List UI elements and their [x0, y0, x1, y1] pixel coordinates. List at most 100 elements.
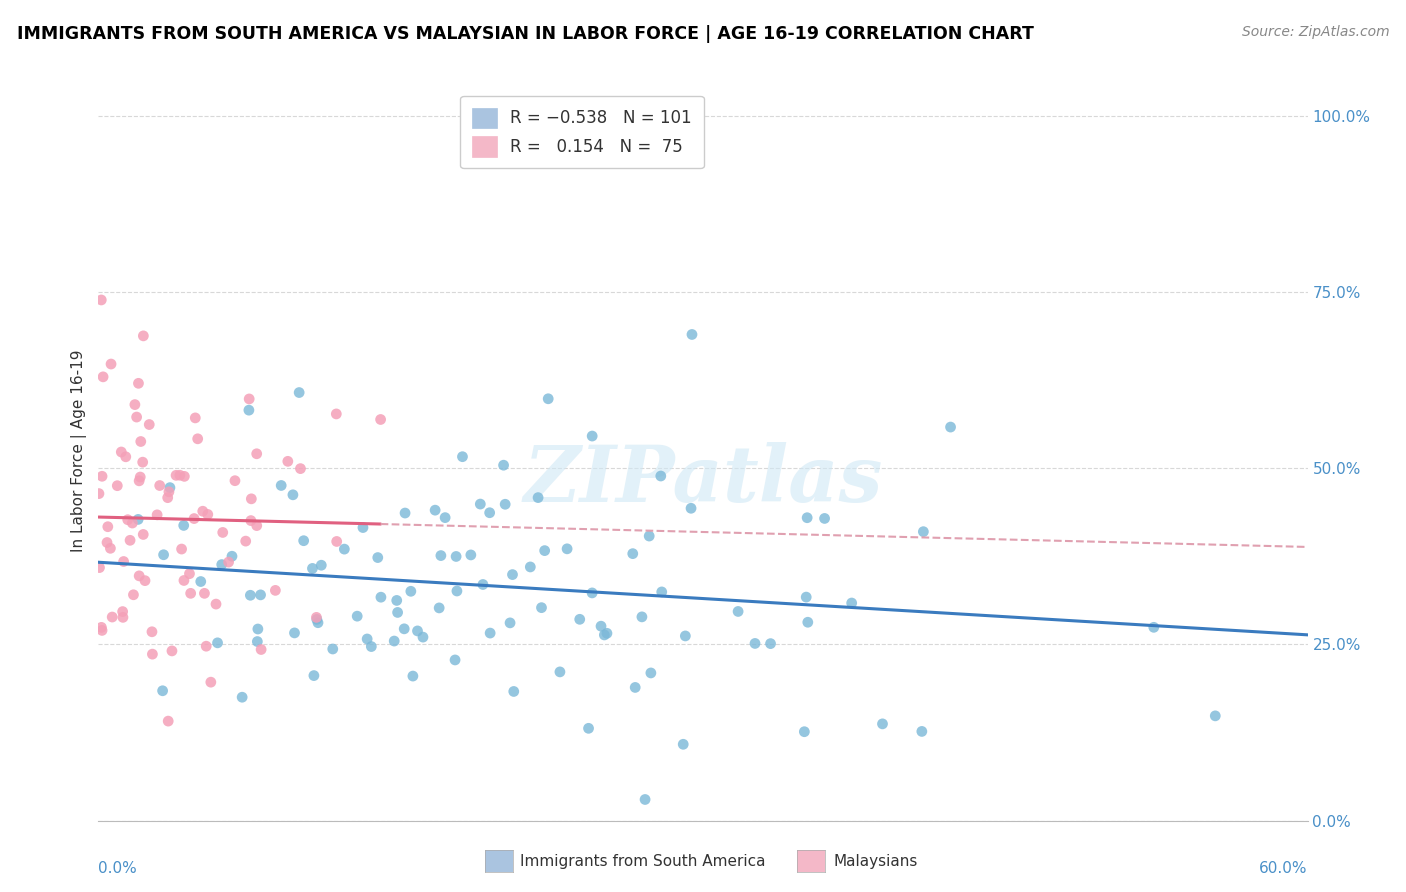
Point	[132, 329, 155, 343]
Point	[797, 615, 820, 630]
Point	[120, 533, 142, 548]
Point	[744, 636, 766, 650]
Point	[127, 512, 149, 526]
Point	[305, 612, 328, 626]
Point	[211, 558, 233, 572]
Point	[114, 450, 136, 464]
Text: Source: ZipAtlas.com: Source: ZipAtlas.com	[1241, 25, 1389, 39]
Point	[412, 630, 434, 644]
Point	[793, 724, 815, 739]
Point	[101, 610, 124, 624]
Point	[110, 445, 132, 459]
Point	[165, 468, 187, 483]
Point	[451, 450, 474, 464]
Point	[360, 640, 382, 654]
Point	[190, 574, 212, 589]
Point	[112, 554, 135, 568]
Point	[460, 548, 482, 562]
Point	[939, 420, 962, 434]
Point	[152, 683, 174, 698]
Point	[502, 567, 524, 582]
Point	[325, 407, 347, 421]
Point	[288, 385, 311, 400]
Point	[502, 684, 524, 698]
Point	[129, 470, 152, 484]
Point	[90, 620, 112, 634]
Point	[527, 491, 550, 505]
Point	[141, 624, 163, 639]
Point	[581, 586, 603, 600]
Point	[146, 508, 169, 522]
Point	[128, 474, 150, 488]
Point	[302, 668, 325, 682]
Point	[218, 555, 240, 569]
Point	[593, 628, 616, 642]
Point	[650, 469, 672, 483]
Point	[117, 513, 139, 527]
Point	[246, 518, 269, 533]
Point	[796, 510, 818, 524]
Point	[250, 642, 273, 657]
Point	[634, 792, 657, 806]
Point	[305, 610, 328, 624]
Point	[621, 547, 644, 561]
Point	[519, 560, 541, 574]
Point	[134, 574, 156, 588]
Point	[221, 549, 243, 564]
Point	[794, 590, 817, 604]
Point	[129, 434, 152, 449]
Point	[1204, 709, 1226, 723]
Point	[578, 722, 600, 736]
Point	[239, 514, 262, 528]
Point	[90, 293, 112, 307]
Point	[187, 432, 209, 446]
Point	[533, 543, 555, 558]
Point	[173, 469, 195, 483]
Y-axis label: In Labor Force | Age 16-19: In Labor Force | Age 16-19	[72, 349, 87, 552]
Point	[385, 593, 408, 607]
Point	[548, 665, 571, 679]
Point	[307, 615, 329, 630]
Point	[87, 486, 110, 500]
Point	[184, 411, 207, 425]
Point	[173, 518, 195, 533]
Point	[125, 410, 148, 425]
Point	[290, 461, 312, 475]
Point	[434, 510, 457, 524]
Point	[111, 605, 134, 619]
Point	[238, 403, 260, 417]
Point	[231, 690, 253, 705]
Point	[322, 642, 344, 657]
Point	[494, 497, 516, 511]
Point	[160, 644, 183, 658]
Point	[205, 597, 228, 611]
Point	[537, 392, 560, 406]
Point	[128, 569, 150, 583]
Point	[157, 484, 180, 499]
Point	[235, 534, 257, 549]
Point	[581, 429, 603, 443]
Point	[356, 632, 378, 646]
Point	[392, 622, 415, 636]
Point	[325, 534, 347, 549]
Point	[170, 542, 193, 557]
Point	[211, 525, 233, 540]
Point	[270, 478, 292, 492]
Point	[246, 622, 269, 636]
Point	[91, 469, 114, 483]
Point	[370, 412, 392, 426]
Point	[499, 615, 522, 630]
Point	[122, 588, 145, 602]
Point	[264, 583, 287, 598]
Point	[169, 468, 191, 483]
Point	[624, 681, 647, 695]
Point	[283, 626, 305, 640]
Point	[239, 588, 262, 602]
Point	[195, 639, 218, 653]
Point	[759, 637, 782, 651]
Point	[446, 584, 468, 599]
Point	[631, 610, 654, 624]
Point	[1143, 620, 1166, 634]
Point	[479, 626, 502, 640]
Point	[97, 519, 120, 533]
